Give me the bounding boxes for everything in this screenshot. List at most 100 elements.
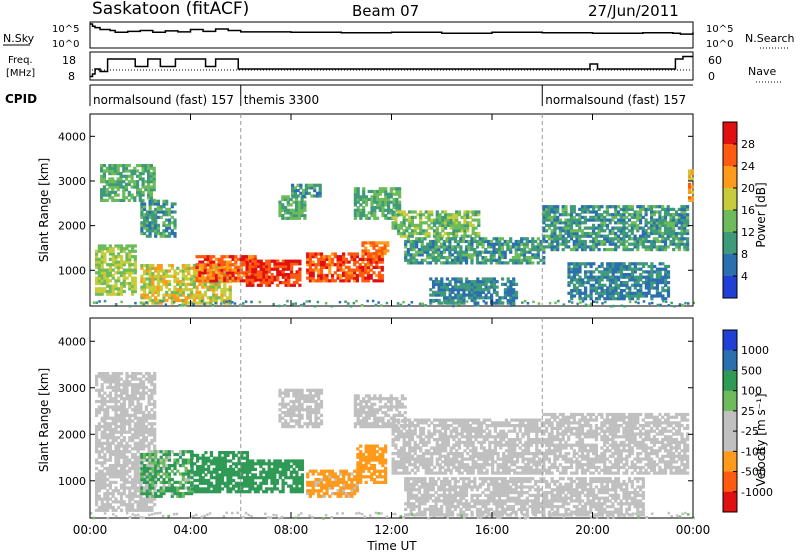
range-cell [481, 237, 484, 240]
range-cell [103, 481, 106, 484]
range-cell [440, 261, 443, 264]
range-cell [207, 457, 210, 460]
range-cell [364, 247, 367, 250]
range-cell [520, 237, 523, 240]
range-cell [120, 453, 123, 456]
range-cell [466, 210, 469, 213]
range-cell [139, 442, 142, 445]
range-cell [278, 305, 281, 308]
range-cell [229, 451, 232, 454]
range-cell [109, 378, 112, 381]
range-cell [570, 262, 573, 265]
range-cell [112, 431, 115, 434]
range-cell [95, 436, 98, 439]
range-cell [134, 386, 137, 389]
range-cell [148, 389, 151, 392]
range-cell [226, 459, 229, 462]
range-cell [142, 380, 145, 383]
range-cell [128, 191, 131, 194]
range-cell [103, 456, 106, 459]
range-cell [551, 216, 554, 219]
range-cell [134, 422, 137, 425]
range-cell [290, 198, 293, 201]
range-cell [156, 302, 159, 305]
range-cell [120, 408, 123, 411]
range-cell [551, 229, 554, 232]
range-cell [414, 216, 417, 219]
range-cell [297, 184, 300, 187]
range-cell [648, 270, 651, 273]
range-cell [133, 167, 136, 170]
range-cell [319, 184, 322, 187]
range-cell [139, 425, 142, 428]
range-cell [134, 425, 137, 428]
range-cell [125, 447, 128, 450]
range-cell [313, 194, 316, 197]
range-cell [109, 475, 112, 478]
range-cell [153, 436, 156, 439]
range-cell [202, 454, 205, 457]
range-cell [623, 262, 626, 265]
range-cell [436, 227, 439, 230]
range-cell [313, 184, 316, 187]
range-cell [474, 219, 477, 222]
range-cell [218, 296, 221, 299]
range-cell [579, 301, 582, 304]
range-cell [631, 284, 634, 287]
range-cell [149, 489, 152, 492]
range-cell [108, 164, 111, 167]
range-cell [600, 205, 603, 208]
range-cell [691, 169, 694, 172]
range-cell [571, 301, 574, 304]
range-cell [120, 503, 123, 506]
range-cell [414, 224, 417, 227]
range-cell [310, 194, 313, 197]
range-cell [103, 403, 106, 406]
range-cell [125, 442, 128, 445]
range-cell [137, 470, 140, 473]
range-cell [440, 237, 443, 240]
range-cell [160, 470, 163, 473]
range-cell [160, 489, 163, 492]
cpid-segment-label: normalsound (fast) 157 [545, 93, 686, 107]
range-cell [103, 486, 106, 489]
range-cell [221, 451, 224, 454]
range-cell [112, 247, 115, 250]
range-cell [589, 240, 592, 243]
range-cell [287, 195, 290, 198]
range-cell [142, 394, 145, 397]
range-cell [133, 180, 136, 183]
range-cell [510, 305, 512, 308]
range-cell [353, 302, 356, 305]
range-cell [139, 403, 142, 406]
range-cell [667, 265, 670, 268]
range-cell [106, 509, 109, 512]
range-cell [595, 286, 598, 289]
range-cell [573, 284, 576, 287]
range-cell [173, 467, 176, 470]
range-cell [98, 372, 101, 375]
range-cell [243, 271, 246, 274]
range-cell [342, 252, 345, 255]
range-cell [595, 297, 598, 300]
range-cell [95, 414, 98, 417]
range-cell [196, 471, 199, 474]
range-cell [153, 428, 156, 431]
y-tick-label: 1000 [58, 264, 86, 277]
range-cell [112, 439, 115, 442]
range-cell [95, 467, 98, 470]
range-cell [128, 436, 131, 439]
range-cell [134, 442, 137, 445]
range-cell [168, 208, 171, 211]
range-cell [370, 190, 373, 193]
range-cell [148, 394, 151, 397]
range-cell [584, 216, 587, 219]
range-cell [372, 266, 375, 269]
range-cell [128, 169, 131, 172]
range-cell [100, 164, 103, 167]
range-cell [125, 397, 128, 400]
range-cell [165, 200, 168, 203]
range-cell [112, 274, 115, 277]
range-cell [98, 486, 101, 489]
range-cell [143, 481, 146, 484]
